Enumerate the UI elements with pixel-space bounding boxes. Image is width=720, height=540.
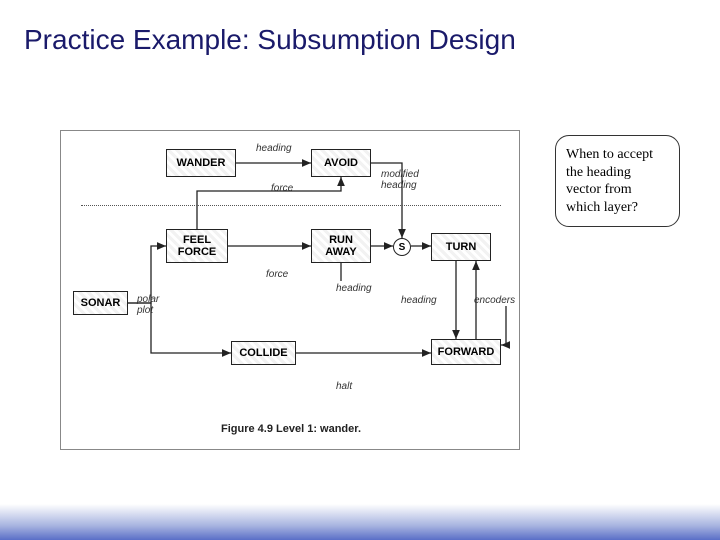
node-forward: FORWARD bbox=[431, 339, 501, 365]
s-label: S bbox=[399, 242, 406, 253]
question-callout: When to accept the heading vector from w… bbox=[555, 135, 680, 227]
annotation-force_top: force bbox=[271, 183, 293, 194]
node-avoid: AVOID bbox=[311, 149, 371, 177]
edge-12 bbox=[501, 306, 506, 345]
annotation-heading3: heading bbox=[401, 295, 437, 306]
footer-gradient bbox=[0, 504, 720, 540]
edges-layer bbox=[61, 131, 521, 451]
annotation-encoders: encoders bbox=[474, 295, 515, 306]
node-turn: TURN bbox=[431, 233, 491, 261]
subsumption-diagram: WANDER AVOID FEEL FORCE RUN AWAY TURN SONAR CO… bbox=[60, 130, 520, 450]
edge-4 bbox=[197, 177, 341, 229]
layer-divider bbox=[81, 205, 501, 206]
subsumption-node-s: S bbox=[393, 238, 411, 256]
annotation-modified_heading: modified heading bbox=[381, 169, 419, 191]
figure-caption: Figure 4.9 Level 1: wander. bbox=[221, 423, 361, 435]
callout-text: When to accept the heading vector from w… bbox=[566, 147, 653, 215]
node-run: RUN AWAY bbox=[311, 229, 371, 263]
annotation-halt: halt bbox=[336, 381, 352, 392]
annotation-polar_plot: polar plot bbox=[137, 294, 159, 316]
page-title: Practice Example: Subsumption Design bbox=[24, 24, 516, 56]
node-collide: COLLIDE bbox=[231, 341, 296, 365]
annotation-heading: heading bbox=[256, 143, 292, 154]
node-sonar: SONAR bbox=[73, 291, 128, 315]
node-feel: FEEL FORCE bbox=[166, 229, 228, 263]
annotation-force_mid: force bbox=[266, 269, 288, 280]
annotation-heading2: heading bbox=[336, 283, 372, 294]
node-wander: WANDER bbox=[166, 149, 236, 177]
